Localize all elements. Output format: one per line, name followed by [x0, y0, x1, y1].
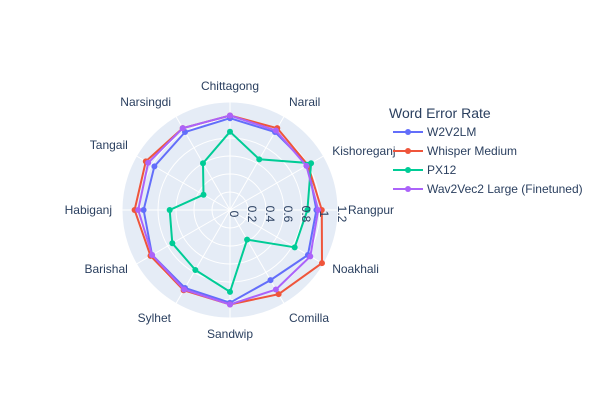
data-point-comilla: [275, 291, 282, 298]
legend-title: Word Error Rate: [389, 105, 491, 121]
legend-item-wav2vec2-large-finetuned[interactable]: Wav2Vec2 Large (Finetuned): [393, 182, 583, 196]
category-label-rangpur: Rangpur: [348, 203, 394, 217]
series-px12: [166, 128, 315, 295]
data-point-narail: [272, 127, 279, 134]
data-point-narsingdi: [200, 160, 206, 167]
data-point-tangail: [145, 159, 152, 166]
category-label-sylhet: Sylhet: [138, 311, 172, 325]
data-point-habiganj: [135, 207, 142, 213]
legend-label: Wav2Vec2 Large (Finetuned): [427, 182, 583, 196]
axis-labels: 0 0.2 0.4 0.6 0.8 1 1.2 Chittagong Narail Kishore…: [65, 79, 396, 341]
data-point-sylhet: [192, 267, 199, 274]
radial-tick-label: 0.4: [263, 206, 277, 223]
category-label-kishoreganj: Kishoreganj: [332, 144, 395, 158]
legend-swatch-marker: [405, 167, 411, 173]
data-point-habiganj: [166, 207, 173, 213]
category-label-narail: Narail: [289, 95, 320, 109]
data-point-kishoreganj: [303, 162, 310, 169]
series-wav2vec2-large-finetuned: [135, 112, 322, 308]
radial-tick-label: 0.2: [245, 206, 259, 223]
legend-label: PX12: [427, 163, 457, 177]
category-label-narsingdi: Narsingdi: [120, 95, 171, 109]
data-point-chittagong: [227, 128, 233, 135]
data-point-comilla: [267, 277, 274, 284]
data-point-noakhali: [318, 260, 325, 267]
data-point-sandwip: [227, 288, 233, 295]
legend-swatch-marker: [405, 148, 411, 154]
data-point-narail: [256, 156, 263, 163]
data-point-tangail: [151, 163, 158, 170]
legend-swatch-marker: [405, 186, 411, 192]
legend-item-whisper-medium[interactable]: Whisper Medium: [393, 144, 517, 158]
legend-item-w2v2lm[interactable]: W2V2LM: [393, 125, 476, 139]
radial-tick-label: 1: [317, 211, 331, 218]
category-label-sandwip: Sandwip: [207, 327, 253, 341]
data-point-comilla: [272, 286, 279, 293]
data-point-rangpur: [315, 207, 322, 213]
category-label-habiganj: Habiganj: [65, 203, 112, 217]
legend-label: Whisper Medium: [427, 144, 517, 158]
data-point-kishoreganj: [308, 160, 315, 167]
radial-tick-label: 0.8: [299, 206, 313, 223]
data-point-noakhali: [291, 244, 298, 251]
data-point-barishal: [169, 240, 176, 247]
data-point-rangpur: [304, 207, 311, 213]
data-point-narsingdi: [179, 125, 186, 132]
category-label-tangail: Tangail: [90, 138, 128, 152]
legend-swatch-marker: [405, 129, 411, 135]
radial-tick-label: 0.6: [281, 206, 295, 223]
radial-tick-label: 0: [227, 211, 241, 218]
data-point-tangail: [200, 191, 207, 198]
data-point-habiganj: [140, 207, 147, 213]
radial-tick-label: 1.2: [335, 206, 349, 223]
legend-label: W2V2LM: [427, 125, 476, 139]
category-label-comilla: Comilla: [289, 311, 329, 325]
data-point-comilla: [244, 236, 251, 243]
category-label-noakhali: Noakhali: [332, 262, 379, 276]
legend: Word Error Rate W2V2LM Whisper Medium PX12…: [389, 105, 583, 196]
data-point-sylhet: [181, 286, 188, 293]
category-label-barishal: Barishal: [84, 262, 127, 276]
series-layer: [131, 112, 325, 308]
data-point-noakhali: [307, 253, 314, 260]
category-label-chittagong: Chittagong: [201, 79, 259, 93]
data-point-chittagong: [227, 112, 233, 119]
data-point-sandwip: [227, 301, 233, 308]
legend-item-px12[interactable]: PX12: [393, 163, 457, 177]
data-point-barishal: [149, 252, 156, 258]
